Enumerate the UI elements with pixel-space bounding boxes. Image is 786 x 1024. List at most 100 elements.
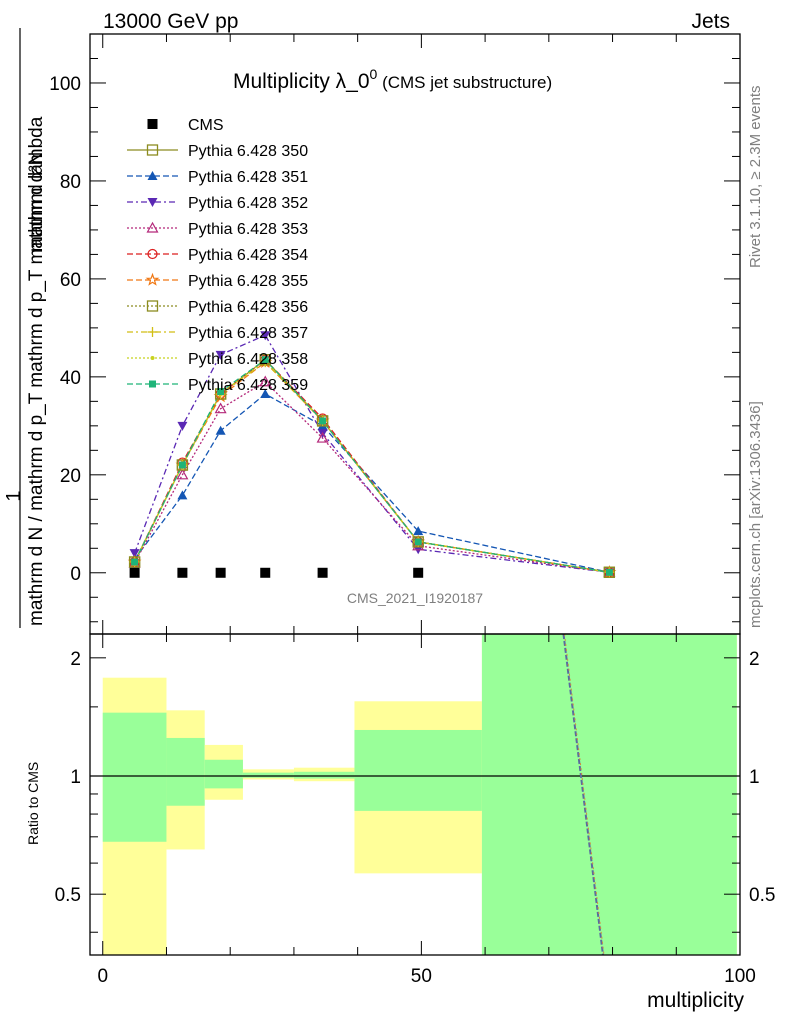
ratio-band-green-2 [204, 759, 243, 789]
ylabel-numerator: mathrm d²N [26, 152, 47, 252]
legend-marker-1 [147, 171, 158, 180]
ratio-ylabel: Ratio to CMS [25, 762, 41, 845]
series-3-point-4 [316, 431, 329, 443]
chart-title-main: Multiplicity λ_0 [233, 70, 370, 93]
frames [89, 33, 741, 956]
ratio-tick-label-left-1: 1 [70, 767, 81, 788]
legend-marker-2 [147, 198, 158, 207]
chart-title-sup: 0 [370, 66, 378, 82]
legend-item-8: Pythia 6.428 358 [127, 351, 308, 368]
ratio-frame [89, 633, 741, 956]
ratio-tick-label-right-1: 1 [749, 767, 760, 788]
header-right: Jets [691, 10, 730, 33]
series-markers [127, 331, 617, 579]
legend-marker-data [147, 119, 158, 129]
series-9-point-6 [605, 568, 613, 576]
data-markers [129, 567, 424, 578]
legend-marker-0 [146, 144, 159, 156]
series-line-3 [134, 380, 610, 573]
ratio-band-green-0 [102, 712, 167, 842]
ratio-band-green-6 [481, 634, 737, 955]
legend-item-data: CMS [147, 117, 224, 134]
series-2-point-3 [260, 331, 271, 341]
series-1-point-1 [177, 490, 188, 500]
legend-label-0: Pythia 6.428 350 [188, 143, 308, 160]
y-tick-label-3: 60 [60, 270, 81, 291]
ratio-band-green-3 [242, 772, 294, 778]
y-tick-label-1: 20 [60, 466, 81, 487]
data-point-0 [129, 567, 140, 578]
ratio-band-green-1 [166, 737, 205, 806]
series-9-point-4 [319, 417, 327, 425]
legend-marker-6 [146, 300, 159, 312]
data-point-1 [177, 567, 188, 578]
series-9-point-0 [131, 558, 139, 566]
mcplots-label: mcplots.cern.ch [arXiv:1306.3436] [747, 401, 764, 628]
legend-item-9: Pythia 6.428 359 [127, 377, 308, 394]
legend-label-3: Pythia 6.428 353 [188, 221, 308, 238]
legend-label-5: Pythia 6.428 355 [188, 273, 308, 290]
axis-ticks: 0 50 100 0 20 40 60 80 100 0.5 0.5 1 1 2 2 [49, 33, 775, 987]
series-lines [133, 334, 610, 573]
series-line-2 [133, 334, 610, 573]
legend-item-4: Pythia 6.428 354 [127, 247, 308, 264]
legend-marker-4 [147, 248, 158, 260]
chart-title: Multiplicity λ_00 (CMS jet substructure) [233, 66, 552, 93]
legend-item-0: Pythia 6.428 350 [127, 143, 308, 160]
chart-subtitle: (CMS jet substructure) [382, 73, 552, 92]
ratio-tick-label-left-2: 2 [70, 649, 81, 670]
ratio-bands [102, 634, 737, 955]
ratio-band-green-4 [293, 771, 355, 779]
x-tick-label-0: 0 [97, 966, 108, 987]
ratio-tick-label-right-0: 0.5 [749, 885, 775, 906]
legend-item-1: Pythia 6.428 351 [127, 169, 308, 186]
watermark: CMS_2021_I1920187 [347, 590, 483, 606]
y-tick-label-4: 80 [60, 172, 81, 193]
legend-item-2: Pythia 6.428 352 [127, 195, 308, 212]
legend-item-7: Pythia 6.428 357 [127, 325, 308, 342]
legend-label-9: Pythia 6.428 359 [188, 377, 308, 394]
y-tick-label-5: 100 [49, 74, 81, 95]
series-9-point-2 [217, 388, 225, 396]
series-1-point-3 [260, 389, 271, 398]
series-2-point-0 [129, 549, 140, 559]
legend-marker-8 [150, 356, 155, 360]
data-point-4 [317, 567, 328, 578]
x-tick-label-1: 50 [411, 966, 432, 987]
series-2-point-1 [177, 421, 188, 431]
ratio-mc-line-overlay [563, 633, 605, 956]
data-point-2 [215, 567, 226, 578]
legend-label-8: Pythia 6.428 358 [188, 351, 308, 368]
data-point-3 [260, 567, 271, 578]
legend-marker-7 [147, 327, 158, 337]
legend-item-6: Pythia 6.428 356 [127, 299, 308, 316]
series-1-point-2 [215, 425, 226, 435]
y-tick-label-0: 0 [70, 564, 81, 585]
series-1-point-5 [413, 526, 424, 536]
ylabel-one: 1 [3, 490, 25, 501]
ratio-tick-label-right-2: 2 [749, 649, 760, 670]
ratio-tick-label-left-0: 0.5 [55, 885, 81, 906]
legend-item-3: Pythia 6.428 353 [127, 221, 308, 238]
legend-label-2: Pythia 6.428 352 [188, 195, 308, 212]
ratio-band-green-5 [354, 729, 482, 811]
x-tick-label-2: 100 [724, 966, 756, 987]
rivet-label: Rivet 3.1.10, ≥ 2.3M events [747, 86, 764, 269]
legend-label-7: Pythia 6.428 357 [188, 325, 308, 342]
series-9-point-1 [178, 461, 186, 469]
legend-label-4: Pythia 6.428 354 [188, 247, 308, 264]
ylabel-denominator: mathrm d N / mathrm d p_T mathrm d p_T m… [26, 116, 47, 626]
legend: CMS Pythia 6.428 350 Pythia 6.428 351 Pythi… [127, 117, 308, 394]
series-9-point-3 [261, 356, 269, 364]
legend-label-6: Pythia 6.428 356 [188, 299, 308, 316]
series-2-point-2 [215, 350, 226, 360]
series-3-point-2 [214, 402, 227, 414]
legend-marker-9 [149, 380, 156, 388]
x-axis-label: multiplicity [647, 989, 744, 1012]
legend-label-data: CMS [188, 117, 224, 134]
ratio-mc-line [562, 633, 604, 956]
legend-marker-3 [146, 221, 159, 233]
series-9-point-5 [414, 538, 422, 546]
y-tick-label-2: 40 [60, 368, 81, 389]
